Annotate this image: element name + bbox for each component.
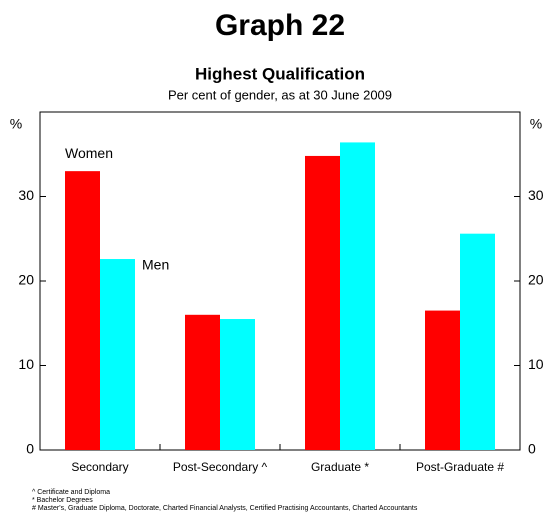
y-axis-label: %: [10, 116, 22, 132]
bar: [305, 155, 340, 450]
x-tick-label: Graduate *: [311, 460, 369, 474]
bar: [220, 319, 255, 450]
x-tick-label: Secondary: [71, 460, 128, 474]
legend-label: Women: [65, 145, 113, 161]
bar: [185, 314, 220, 450]
y-tick-label: 0: [26, 441, 34, 457]
chart-subtitle: Highest Qualification: [195, 64, 365, 83]
footnote: ^ Certificate and Diploma: [32, 489, 110, 496]
y2-tick-label: 30: [528, 187, 544, 203]
y-tick-label: 20: [18, 272, 34, 288]
y2-axis-label: %: [530, 116, 542, 132]
bar: [65, 171, 100, 450]
y-tick-label: 30: [18, 187, 34, 203]
footnote: * Bachelor Degrees: [32, 497, 93, 504]
bar: [425, 310, 460, 450]
y2-tick-label: 20: [528, 272, 544, 288]
x-tick-label: Post-Graduate #: [416, 460, 504, 474]
x-tick-label: Post-Secondary ^: [173, 460, 268, 474]
legend-label: Men: [142, 257, 169, 273]
footnote: # Master's, Graduate Diploma, Doctorate,…: [32, 505, 418, 512]
bar: [460, 233, 495, 450]
chart-title: Graph 22: [215, 9, 345, 42]
y2-tick-label: 10: [528, 356, 544, 372]
y2-tick-label: 0: [528, 441, 536, 457]
chart-caption: Per cent of gender, as at 30 June 2009: [168, 87, 392, 102]
bar: [340, 142, 375, 451]
bar: [100, 259, 135, 450]
y-tick-label: 10: [18, 356, 34, 372]
